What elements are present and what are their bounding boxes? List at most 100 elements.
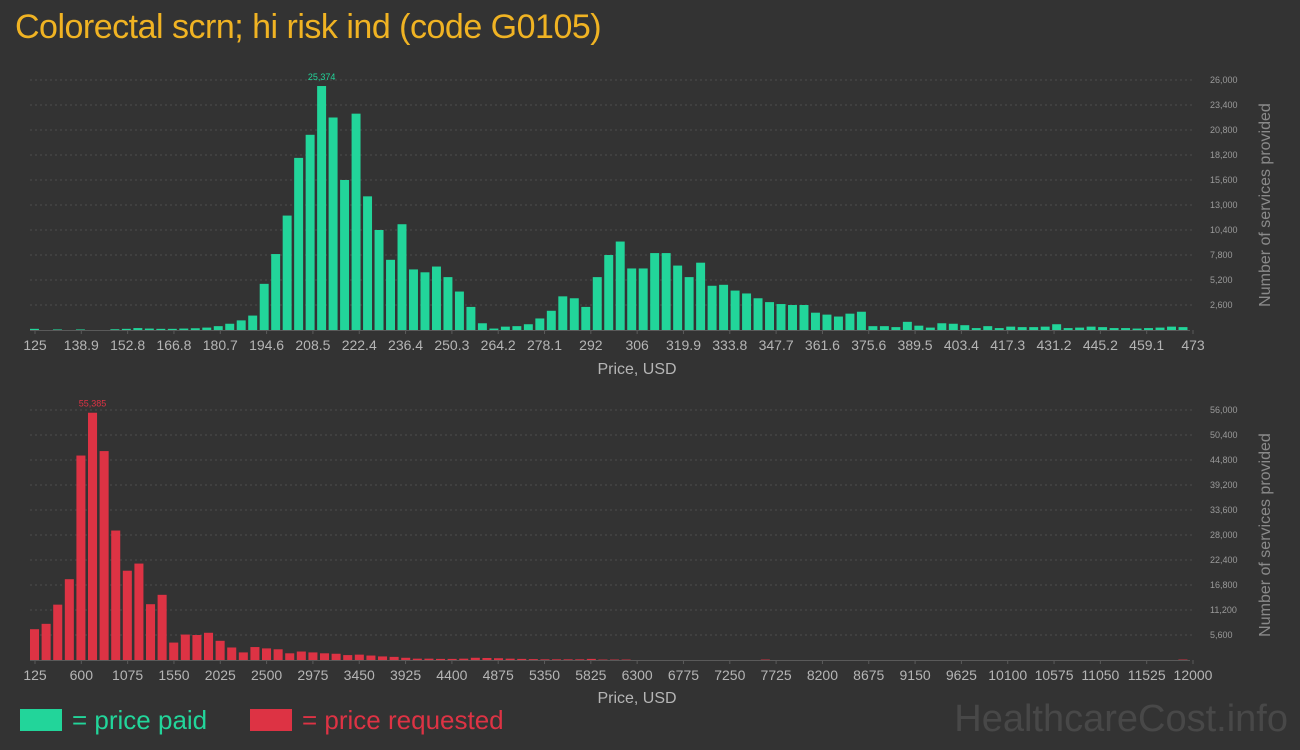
paid-bar <box>546 310 556 330</box>
requested-x-tick-label: 5350 <box>529 667 560 683</box>
requested-bar <box>157 594 167 660</box>
paid-y-axis-label: Number of services provided <box>1257 103 1274 307</box>
paid-bar <box>1040 326 1050 330</box>
requested-bar <box>215 640 225 660</box>
requested-bar <box>53 604 63 660</box>
paid-bar <box>1086 326 1096 330</box>
requested-bar <box>494 658 504 660</box>
paid-bar <box>558 296 568 330</box>
requested-bar <box>76 455 86 660</box>
paid-bar <box>638 268 648 330</box>
requested-bar <box>470 657 480 660</box>
requested-x-tick-label: 8200 <box>807 667 838 683</box>
paid-bar <box>604 255 614 330</box>
paid-x-tick-label: 319.9 <box>666 337 701 353</box>
paid-x-tick-label: 403.4 <box>944 337 979 353</box>
paid-bar <box>776 304 786 330</box>
paid-x-tick-label: 125 <box>23 337 47 353</box>
requested-x-tick-label: 8675 <box>853 667 884 683</box>
paid-bar <box>454 291 464 330</box>
requested-x-tick-label: 2975 <box>297 667 328 683</box>
legend-requested: = price requested <box>250 704 504 736</box>
paid-bar <box>351 113 361 331</box>
requested-bar <box>41 623 51 660</box>
requested-bar <box>366 655 376 660</box>
legend-swatch-paid <box>20 709 62 731</box>
paid-bar <box>937 323 947 330</box>
paid-bar <box>156 328 166 330</box>
paid-bar <box>1063 328 1073 330</box>
paid-bar <box>684 277 694 330</box>
paid-x-tick-label: 306 <box>625 337 649 353</box>
paid-bar <box>788 305 797 330</box>
requested-x-tick-label: 7725 <box>761 667 792 683</box>
paid-bar <box>409 269 418 330</box>
paid-bar <box>213 326 223 330</box>
paid-bar <box>477 323 487 330</box>
paid-bar <box>317 86 327 331</box>
requested-x-tick-label: 4875 <box>483 667 514 683</box>
paid-x-tick-label: 278.1 <box>527 337 562 353</box>
requested-peak-label: 55,385 <box>79 399 107 409</box>
requested-bar <box>285 653 295 660</box>
paid-x-tick-label: 459.1 <box>1129 337 1164 353</box>
requested-y-tick-label: 39,200 <box>1210 480 1238 490</box>
paid-bar <box>1132 328 1142 330</box>
requested-bar <box>331 653 341 660</box>
paid-bar <box>810 312 820 330</box>
paid-bar <box>971 328 981 330</box>
requested-x-tick-label: 4400 <box>436 667 467 683</box>
paid-bar <box>363 196 373 330</box>
requested-bar <box>64 579 74 660</box>
paid-bar <box>202 327 212 330</box>
paid-bar <box>328 117 338 330</box>
requested-y-tick-label: 56,000 <box>1210 405 1238 415</box>
chart-title: Colorectal scrn; hi risk ind (code G0105… <box>15 8 602 46</box>
requested-bar <box>412 658 422 660</box>
paid-x-tick-label: 194.6 <box>249 337 284 353</box>
requested-bar <box>204 632 214 660</box>
paid-x-tick-label: 473 <box>1181 337 1205 353</box>
requested-x-tick-label: 9150 <box>900 667 931 683</box>
paid-x-tick-label: 292 <box>579 337 603 353</box>
paid-bar <box>512 326 522 330</box>
paid-bar <box>271 254 281 330</box>
requested-bar <box>111 530 121 660</box>
paid-x-tick-label: 445.2 <box>1083 337 1118 353</box>
paid-bar <box>1029 327 1039 330</box>
paid-bar <box>133 328 143 330</box>
requested-bar <box>227 647 237 660</box>
requested-bar <box>447 658 457 660</box>
requested-bar <box>575 659 585 660</box>
paid-bar <box>1155 327 1165 330</box>
paid-bar <box>1167 326 1176 330</box>
requested-bar <box>308 652 318 660</box>
paid-bar <box>294 157 304 330</box>
paid-x-tick-label: 222.4 <box>342 337 377 353</box>
paid-bar <box>925 327 935 330</box>
paid-bar <box>190 328 200 330</box>
requested-x-tick-label: 7250 <box>714 667 745 683</box>
requested-y-tick-label: 5,600 <box>1210 630 1233 640</box>
requested-bar <box>134 563 144 660</box>
paid-bar <box>386 259 395 330</box>
paid-bar <box>696 262 706 330</box>
requested-x-tick-label: 9625 <box>946 667 977 683</box>
requested-x-tick-label: 6300 <box>622 667 653 683</box>
requested-x-tick-label: 11050 <box>1081 667 1119 683</box>
paid-bar <box>856 311 866 330</box>
paid-bar <box>489 328 499 330</box>
requested-bar <box>517 658 527 660</box>
paid-y-tick-label: 20,800 <box>1210 125 1238 135</box>
paid-bar <box>1109 328 1119 330</box>
paid-bar <box>753 298 763 330</box>
paid-bar <box>374 230 384 330</box>
paid-bar <box>765 302 775 330</box>
paid-x-tick-label: 180.7 <box>203 337 238 353</box>
requested-bar <box>505 658 515 660</box>
paid-bar <box>948 323 958 330</box>
paid-bar <box>822 314 832 330</box>
paid-y-tick-label: 5,200 <box>1210 275 1233 285</box>
paid-x-tick-label: 347.7 <box>759 337 794 353</box>
requested-bar <box>482 657 492 660</box>
